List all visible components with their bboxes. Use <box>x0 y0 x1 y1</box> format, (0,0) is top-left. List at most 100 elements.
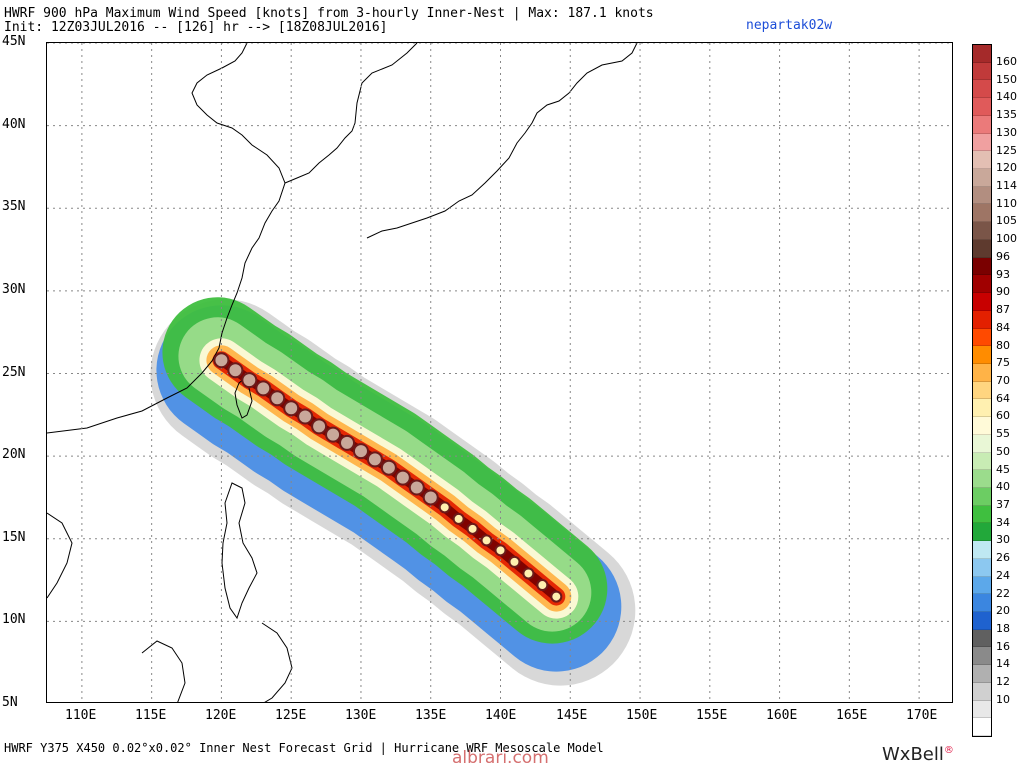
lat-tick-label: 45N <box>2 34 26 49</box>
track-point <box>466 522 479 535</box>
colorbar-label: 125 <box>996 143 1017 157</box>
colorbar-cell <box>973 665 991 683</box>
colorbar-label: 40 <box>996 480 1010 494</box>
colorbar-label: 26 <box>996 551 1010 565</box>
track-point <box>494 544 507 557</box>
storm-track <box>213 352 563 603</box>
colorbar-cell <box>973 151 991 170</box>
track-point <box>508 555 521 568</box>
lon-tick-label: 170E <box>906 708 938 723</box>
colorbar-label: 70 <box>996 373 1010 387</box>
colorbar-label: 14 <box>996 657 1010 671</box>
coast-korea <box>284 43 418 184</box>
chart-title: HWRF 900 hPa Maximum Wind Speed [knots] … <box>4 6 654 21</box>
colorbar-cell <box>973 115 991 134</box>
colorbar-label: 84 <box>996 320 1010 334</box>
track-point <box>394 469 411 486</box>
colorbar-label: 45 <box>996 462 1010 476</box>
map-plot-area <box>46 42 953 703</box>
colorbar-label: 20 <box>996 604 1010 618</box>
lon-tick-label: 160E <box>766 708 798 723</box>
colorbar-cell <box>973 133 991 152</box>
colorbar-cell <box>973 629 991 648</box>
track-point <box>452 512 465 525</box>
track-point <box>325 426 342 443</box>
colorbar-cell <box>973 346 991 364</box>
colorbar-label: 75 <box>996 356 1010 370</box>
colorbar-cell <box>973 80 991 99</box>
colorbar-label: 135 <box>996 108 1017 122</box>
colorbar-cell <box>973 417 991 435</box>
track-point <box>366 451 383 468</box>
colorbar-cell <box>973 541 991 559</box>
colorbar-cell <box>973 558 991 577</box>
colorbar-cell <box>973 62 991 81</box>
lat-tick-label: 40N <box>2 117 26 132</box>
lon-tick-label: 120E <box>205 708 237 723</box>
colorbar-label: 100 <box>996 232 1017 246</box>
colorbar-cell <box>973 275 991 294</box>
colorbar-label: 93 <box>996 267 1010 281</box>
colorbar-label: 130 <box>996 125 1017 139</box>
colorbar-cell <box>973 576 991 595</box>
colorbar-cell <box>973 204 991 223</box>
track-point <box>550 590 563 603</box>
colorbar-cell <box>973 169 991 187</box>
lon-tick-label: 155E <box>696 708 728 723</box>
colorbar-cell <box>973 239 991 258</box>
lat-tick-label: 15N <box>2 530 26 545</box>
track-point <box>339 434 356 451</box>
track-point <box>213 352 230 369</box>
lat-tick-label: 20N <box>2 447 26 462</box>
colorbar-label: 150 <box>996 72 1017 86</box>
colorbar-label: 22 <box>996 586 1010 600</box>
track-point <box>269 390 286 407</box>
colorbar-label: 110 <box>996 196 1017 210</box>
track-point <box>297 408 314 425</box>
lat-tick-label: 30N <box>2 282 26 297</box>
track-point <box>283 400 300 417</box>
track-point <box>422 489 439 506</box>
colorbar-cell <box>973 399 991 418</box>
track-point <box>522 567 535 580</box>
colorbar-label: 10 <box>996 692 1010 706</box>
colorbar-label: 140 <box>996 90 1017 104</box>
lon-tick-label: 165E <box>836 708 868 723</box>
coast-borneo <box>141 640 186 702</box>
colorbar <box>972 44 992 738</box>
storm-id-label: nepartak02w <box>746 18 833 33</box>
colorbar-cell <box>973 381 991 400</box>
lat-tick-label: 5N <box>2 695 18 710</box>
colorbar-cell <box>973 434 991 453</box>
watermark: albrari.com <box>452 748 549 768</box>
colorbar-label: 90 <box>996 285 1010 299</box>
colorbar-label: 80 <box>996 338 1010 352</box>
track-point <box>480 534 493 547</box>
colorbar-label: 55 <box>996 427 1010 441</box>
colorbar-cell <box>973 45 991 63</box>
lon-tick-label: 125E <box>275 708 307 723</box>
colorbar-cell <box>973 487 991 506</box>
colorbar-cell <box>973 647 991 666</box>
colorbar-label: 160 <box>996 55 1017 68</box>
colorbar-cell <box>973 523 991 542</box>
map-canvas <box>47 43 952 702</box>
track-point <box>227 362 244 379</box>
colorbar-cell <box>973 594 991 612</box>
coast-vietnam <box>47 512 73 599</box>
lon-tick-label: 150E <box>626 708 658 723</box>
coast-luzon <box>221 482 258 620</box>
colorbar-label: 96 <box>996 249 1010 263</box>
lon-tick-label: 140E <box>485 708 517 723</box>
track-point <box>536 579 549 592</box>
colorbar-cell <box>973 505 991 524</box>
track-point <box>408 479 425 496</box>
colorbar-cell <box>973 186 991 205</box>
track-point <box>438 501 451 514</box>
coast-asia <box>47 43 286 434</box>
colorbar-label: 60 <box>996 409 1010 423</box>
colorbar-cell <box>973 98 991 116</box>
brand-logo: WxBell® <box>882 744 954 765</box>
lon-tick-label: 115E <box>135 708 167 723</box>
colorbar-cell <box>973 718 991 737</box>
